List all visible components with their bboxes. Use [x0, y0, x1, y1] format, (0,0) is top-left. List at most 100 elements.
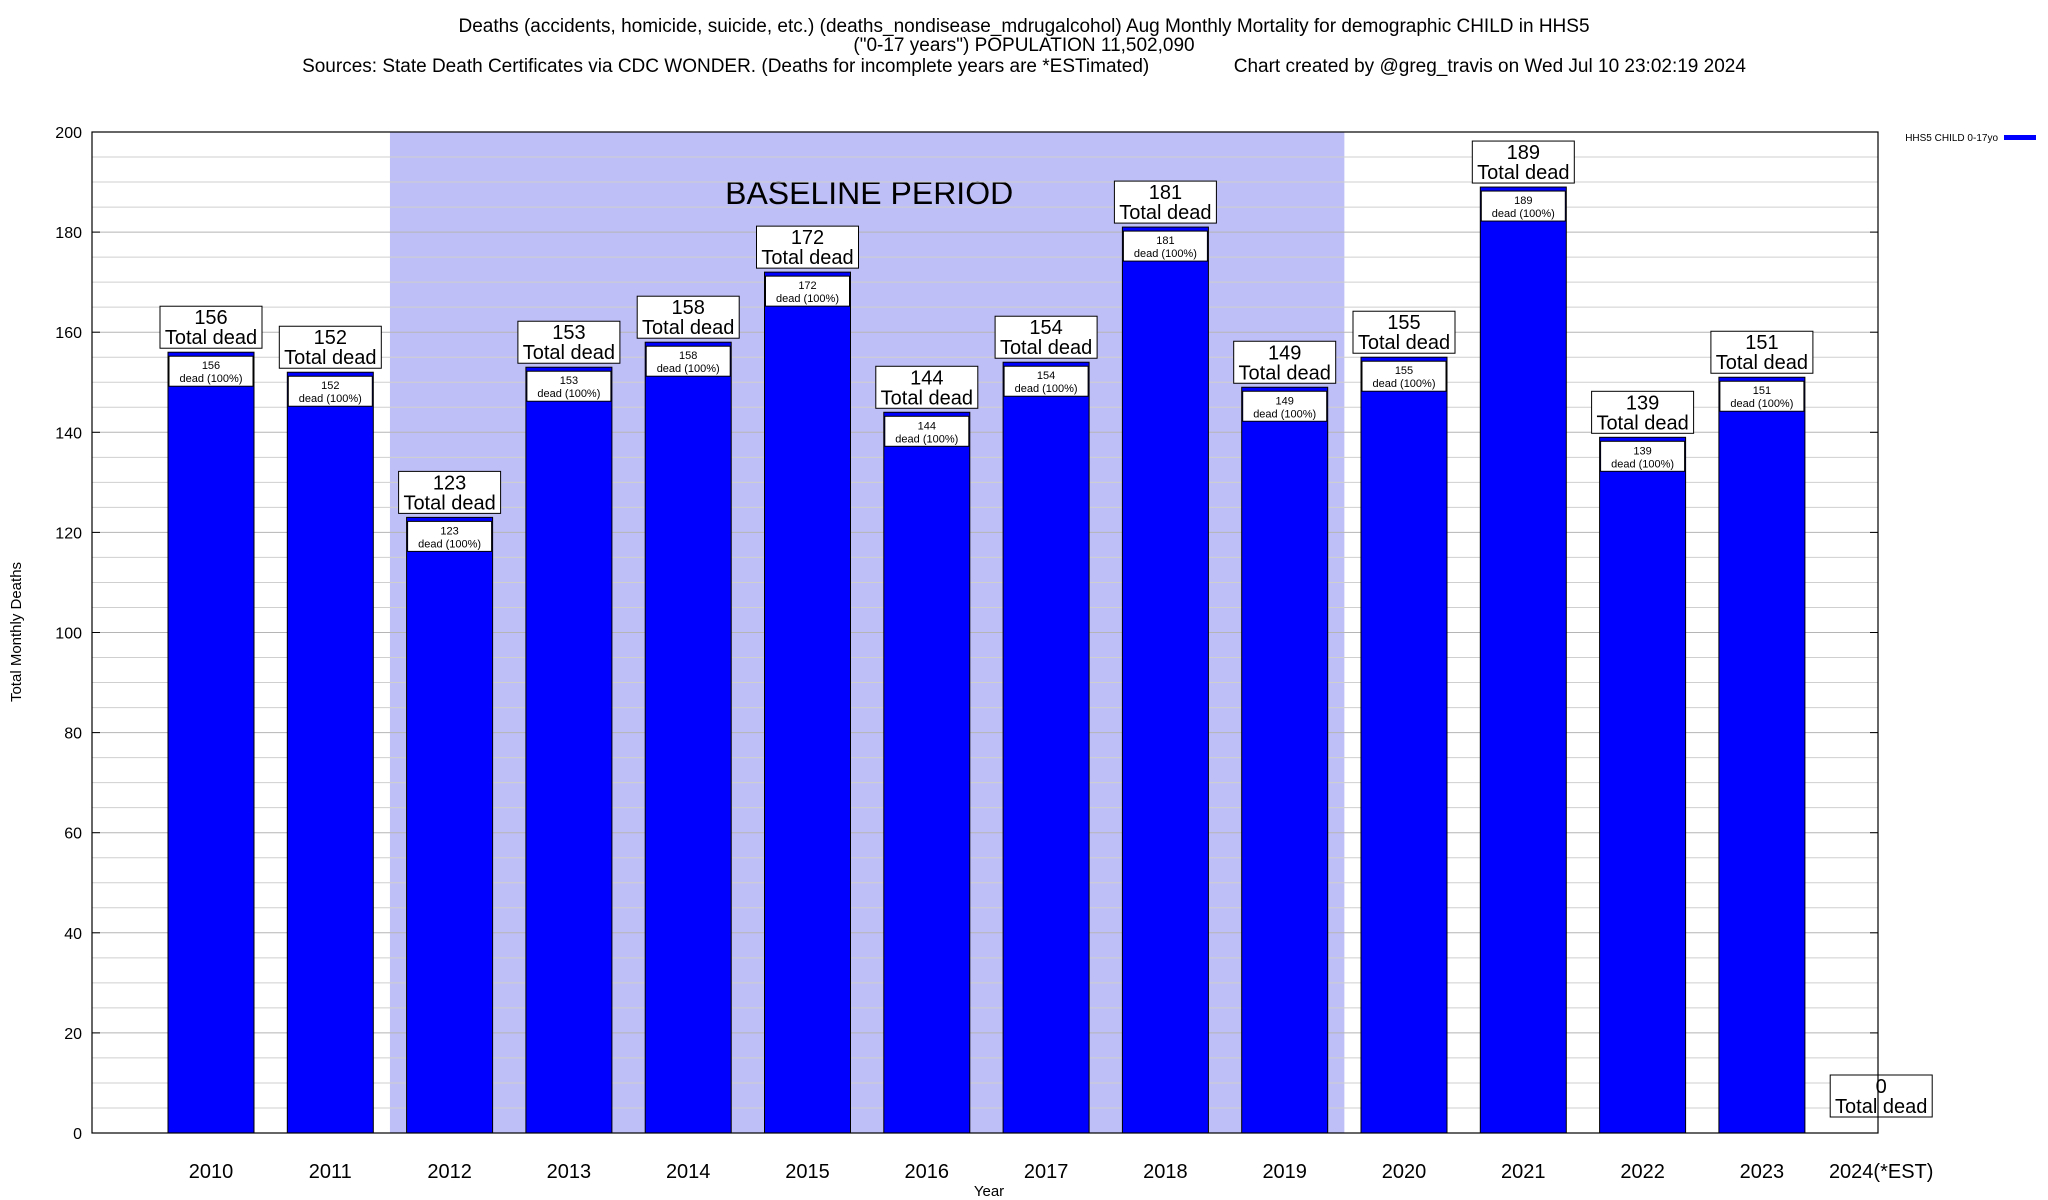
total-dead-label-2019: Total dead: [1239, 362, 1331, 384]
inner-label-box-2014: [645, 345, 731, 377]
chart-title: Deaths (accidents, homicide, suicide, et…: [302, 16, 1746, 77]
inner-label-box-2023: [1719, 380, 1805, 412]
total-label-box-2023: [1710, 330, 1814, 374]
y-tick-label: 140: [55, 425, 82, 442]
total-label-box-2019: [1233, 340, 1337, 384]
bar-2010: [167, 351, 255, 1134]
total-label-box-2020: [1352, 310, 1456, 354]
bar-2015: [764, 271, 851, 1134]
grid-lines: [92, 131, 1878, 1109]
total-value-label-2014: 158: [672, 297, 705, 319]
total-dead-label-2017: Total dead: [1000, 337, 1092, 359]
y-tick-label: 80: [64, 726, 82, 743]
total-value-label-2011: 152: [314, 327, 347, 349]
total-value-label-2012: 123: [433, 472, 466, 494]
inner-value-label-2016: 144: [918, 420, 936, 432]
bar-2016: [883, 411, 971, 1134]
legend: HHS5 CHILD 0-17yo: [1905, 133, 2036, 144]
total-dead-label-2010: Total dead: [165, 327, 257, 349]
x-tick-label: 2023: [1740, 1161, 1785, 1183]
bars: [167, 186, 1806, 1134]
inner-percent-label-2019: dead (100%): [1253, 408, 1316, 420]
legend-swatch: [2004, 135, 2036, 140]
inner-value-label-2012: 123: [440, 525, 458, 537]
baseline-period-label: BASELINE PERIOD: [725, 175, 1013, 211]
total-label-box-2014: [636, 295, 740, 339]
inner-label-box-2021: [1480, 190, 1566, 222]
total-dead-label-2022: Total dead: [1596, 412, 1688, 434]
inner-value-label-2019: 149: [1276, 395, 1294, 407]
total-value-label-2013: 153: [552, 322, 585, 344]
inner-value-label-2023: 151: [1753, 385, 1771, 397]
bar-2019: [1241, 386, 1329, 1134]
x-tick-label: 2019: [1262, 1161, 1307, 1183]
total-label-box-2013: [517, 320, 621, 364]
total-label-box-2011: [278, 325, 382, 369]
bar-2017: [1002, 361, 1090, 1134]
x-tick-label: 2014: [666, 1161, 711, 1183]
inner-label-box-2012: [407, 520, 493, 552]
total-label-box-2017: [994, 315, 1098, 359]
total-value-label-2019: 149: [1268, 342, 1301, 364]
total-label-box-2010: [159, 305, 263, 349]
inner-value-label-2011: 152: [321, 380, 339, 392]
total-value-label-2015: 172: [791, 227, 824, 249]
total-label-box-2022: [1591, 390, 1695, 434]
total-label-box-2012: [398, 470, 502, 514]
inner-percent-label-2022: dead (100%): [1611, 458, 1674, 470]
x-tick-label: 2011: [309, 1161, 352, 1183]
x-tick-label: 2021: [1501, 1161, 1546, 1183]
chart-title-line-1: Deaths (accidents, homicide, suicide, et…: [458, 16, 1589, 37]
total-label-box-2016: [875, 365, 979, 409]
total-dead-label-2018: Total dead: [1119, 202, 1211, 224]
y-tick-label: 0: [73, 1126, 82, 1143]
bar-2022: [1599, 436, 1687, 1134]
inner-label-box-2013: [526, 370, 612, 402]
inner-label-box-2010: [168, 355, 254, 387]
y-tick-label: 60: [64, 826, 82, 843]
inner-label-box-2016: [884, 415, 970, 447]
inner-value-label-2018: 181: [1156, 235, 1174, 247]
total-label-box-2024(*EST): [1829, 1074, 1933, 1118]
bar-2018: [1121, 226, 1209, 1134]
total-dead-label-2020: Total dead: [1358, 332, 1450, 354]
x-tick-label: 2016: [905, 1161, 950, 1183]
total-dead-label-2023: Total dead: [1716, 352, 1808, 374]
y-tick-label: 120: [55, 525, 82, 542]
x-tick-label: 2012: [427, 1161, 472, 1183]
inner-percent-label-2011: dead (100%): [299, 393, 362, 405]
x-tick-label: 2018: [1143, 1161, 1188, 1183]
x-tick-label: 2020: [1382, 1161, 1427, 1183]
total-label-box-2015: [756, 225, 859, 269]
y-tick-label: 20: [64, 1026, 82, 1043]
total-value-label-2021: 189: [1507, 142, 1540, 164]
bar-2014: [644, 341, 732, 1134]
x-axis-label: Year: [974, 1183, 1004, 1200]
inner-percent-label-2016: dead (100%): [895, 433, 958, 445]
total-value-label-2016: 144: [910, 367, 943, 389]
bar-2012: [406, 516, 494, 1134]
y-axis-label: Total Monthly Deaths: [8, 562, 25, 702]
x-tick-label: 2022: [1620, 1161, 1665, 1183]
x-tick-label: 2017: [1024, 1161, 1069, 1183]
inner-label-box-2018: [1122, 230, 1208, 262]
inner-label-box-2017: [1003, 365, 1089, 397]
inner-value-label-2017: 154: [1037, 370, 1055, 382]
inner-percent-label-2017: dead (100%): [1015, 383, 1078, 395]
inner-percent-label-2020: dead (100%): [1373, 378, 1436, 390]
total-label-box-2018: [1113, 180, 1217, 224]
chart-title-line-2: ("0-17 years") POPULATION 11,502,090: [853, 35, 1194, 56]
inner-percent-label-2023: dead (100%): [1730, 398, 1793, 410]
inner-label-box-2022: [1600, 440, 1686, 472]
inner-percent-label-2015: dead (100%): [776, 293, 839, 305]
inner-percent-label-2018: dead (100%): [1134, 248, 1197, 260]
total-dead-label-2011: Total dead: [284, 347, 376, 369]
inner-label-box-2011: [287, 375, 373, 407]
y-tick-label: 40: [64, 926, 82, 943]
total-dead-label-2016: Total dead: [881, 387, 973, 409]
y-tick-label: 200: [55, 125, 82, 142]
total-dead-label-2014: Total dead: [642, 317, 734, 339]
inner-value-label-2015: 172: [798, 280, 816, 292]
chart-subtitle-sources: Sources: State Death Certificates via CD…: [302, 56, 1746, 77]
